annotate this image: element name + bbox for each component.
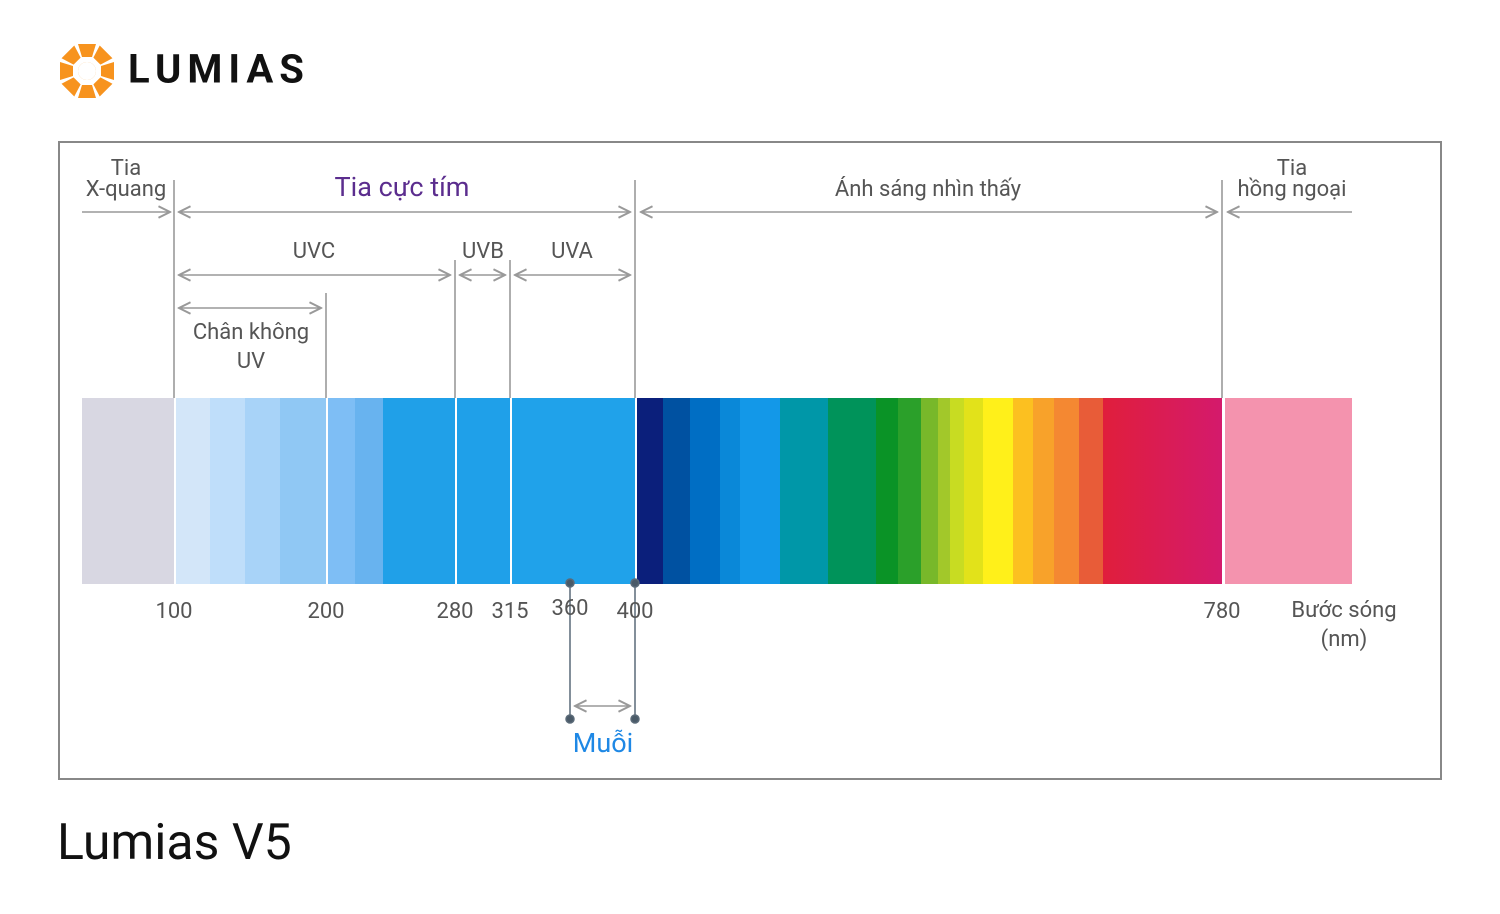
dividers (173, 180, 1223, 398)
infrared-label: hồng ngoại (1238, 177, 1347, 202)
xray-label: Tia (111, 156, 141, 181)
wavelength-ticks: 100 200 280 315 360 400 780 (155, 596, 1240, 624)
axis-label: (nm) (1321, 627, 1368, 652)
visible-label: Ánh sáng nhìn thấy (835, 176, 1022, 202)
axis-label: Bước sóng (1291, 598, 1396, 623)
mosquito-range (565, 578, 640, 724)
vacuum-uv-label: Chân không (193, 320, 309, 345)
logo: LUMIAS (60, 44, 310, 98)
range-arrows (82, 212, 1352, 706)
frame (58, 141, 1442, 780)
band-label: UVA (551, 239, 593, 264)
vacuum-uv-label: UV (237, 349, 265, 374)
wavelength-tick: 200 (307, 599, 344, 624)
uv-title: Tia cực tím (335, 171, 470, 203)
wavelength-tick: 400 (616, 599, 653, 624)
infrared-label: Tia (1277, 156, 1307, 181)
logo-text: LUMIAS (128, 46, 310, 93)
wavelength-tick: 315 (491, 599, 528, 624)
wavelength-tick: 780 (1203, 599, 1240, 624)
band-label: UVC (293, 239, 335, 264)
wavelength-tick: 360 (551, 596, 588, 621)
xray-label: X-quang (86, 177, 166, 202)
band-label: UVB (462, 239, 504, 264)
wavelength-tick: 280 (436, 599, 473, 624)
mosquito-label: Muỗi (573, 727, 633, 759)
wavelength-tick: 100 (155, 599, 192, 624)
caption: Lumias V5 (57, 814, 292, 872)
spectrum-bar (82, 398, 1352, 584)
